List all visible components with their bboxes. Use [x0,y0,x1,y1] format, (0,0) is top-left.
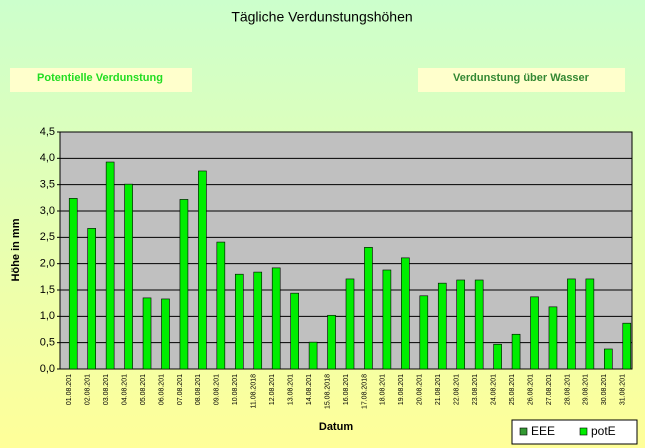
bar [604,348,613,370]
bar [456,279,466,370]
y-tick-label: 1,5 [40,284,55,296]
bar [419,295,429,370]
x-tick-label: 15.08.2018 [324,374,331,409]
y-tick-label: 2,0 [40,258,55,270]
y-tick-label: 0,5 [40,337,55,349]
bar [198,170,207,370]
x-tick-label: 22.08.201 [454,374,461,405]
bar [364,247,373,370]
x-tick-label: 17.08.2018 [361,374,368,409]
bar [308,341,318,370]
bar [401,257,410,370]
button-label[interactable]: Potentielle Verdunstung [37,72,163,84]
y-tick-label: 2,5 [40,231,55,243]
bar [437,282,447,370]
x-tick-label: 01.08.201 [66,374,73,405]
bar [253,271,263,370]
bar [105,161,115,370]
legend-swatch [579,427,588,436]
x-tick-label: 11.08.2018 [251,374,258,409]
bar [511,333,521,370]
bar [234,273,244,370]
bar [216,241,226,370]
x-tick-label: 03.08.201 [103,374,110,405]
chart-title: Tägliche Verdunstungshöhen [231,9,412,25]
x-tick-label: 24.08.201 [490,374,497,405]
x-tick-label: 27.08.201 [546,374,553,405]
legend-label: potE [591,424,616,438]
legend-label: EEE [531,424,555,438]
bar [327,314,336,370]
y-tick-label: 4,0 [40,152,55,164]
bar [290,292,299,370]
bar [530,296,539,370]
button-label[interactable]: Verdunstung über Wasser [453,72,590,84]
x-tick-label: 02.08.201 [85,374,92,405]
x-tick-label: 08.08.201 [195,374,202,405]
y-axis-label: Höhe in mm [10,218,22,281]
legend-swatch [519,427,528,436]
x-tick-label: 13.08.201 [287,374,294,405]
x-tick-label: 16.08.201 [343,374,350,405]
bar [567,278,576,370]
legend [511,419,638,445]
x-tick-label: 31.08.201 [620,374,627,405]
x-tick-label: 07.08.201 [177,374,184,405]
bar [474,279,484,370]
x-tick-label: 26.08.201 [527,374,534,405]
bar [142,297,152,370]
x-tick-label: 19.08.201 [398,374,405,405]
bar [271,267,281,370]
button[interactable]: Verdunstung über Wasser [418,68,625,92]
bar [179,199,189,370]
x-tick-label: 09.08.201 [214,374,221,405]
x-tick-label: 30.08.201 [601,374,608,405]
bar [124,183,133,370]
bar [161,298,170,370]
x-tick-label: 20.08.201 [417,374,424,405]
x-tick-label: 28.08.201 [564,374,571,405]
bar [622,322,632,370]
y-tick-label: 1,0 [40,310,55,322]
x-tick-label: 10.08.201 [232,374,239,405]
bar [493,343,502,370]
bar [548,306,558,370]
x-tick-label: 25.08.201 [509,374,516,405]
x-tick-label: 14.08.201 [306,374,313,405]
bar [68,198,78,370]
bar [585,278,595,370]
x-tick-label: 23.08.201 [472,374,479,405]
bar [382,269,392,370]
y-tick-label: 3,5 [40,179,55,191]
x-tick-label: 29.08.201 [583,374,590,405]
bar [87,228,96,370]
x-tick-label: 04.08.201 [121,374,128,405]
x-tick-label: 06.08.201 [158,374,165,405]
x-axis-label: Datum [319,421,353,433]
x-tick-label: 12.08.201 [269,374,276,405]
button-bg[interactable] [10,68,192,92]
x-tick-label: 05.08.201 [140,374,147,405]
y-tick-label: 0,0 [40,363,55,375]
x-tick-label: 21.08.201 [435,374,442,405]
y-tick-label: 3,0 [40,205,55,217]
button-bg[interactable] [418,68,625,92]
button[interactable]: Potentielle Verdunstung [10,68,192,92]
x-tick-label: 18.08.201 [380,374,387,405]
y-tick-label: 4,5 [40,126,55,138]
bar [345,278,355,370]
